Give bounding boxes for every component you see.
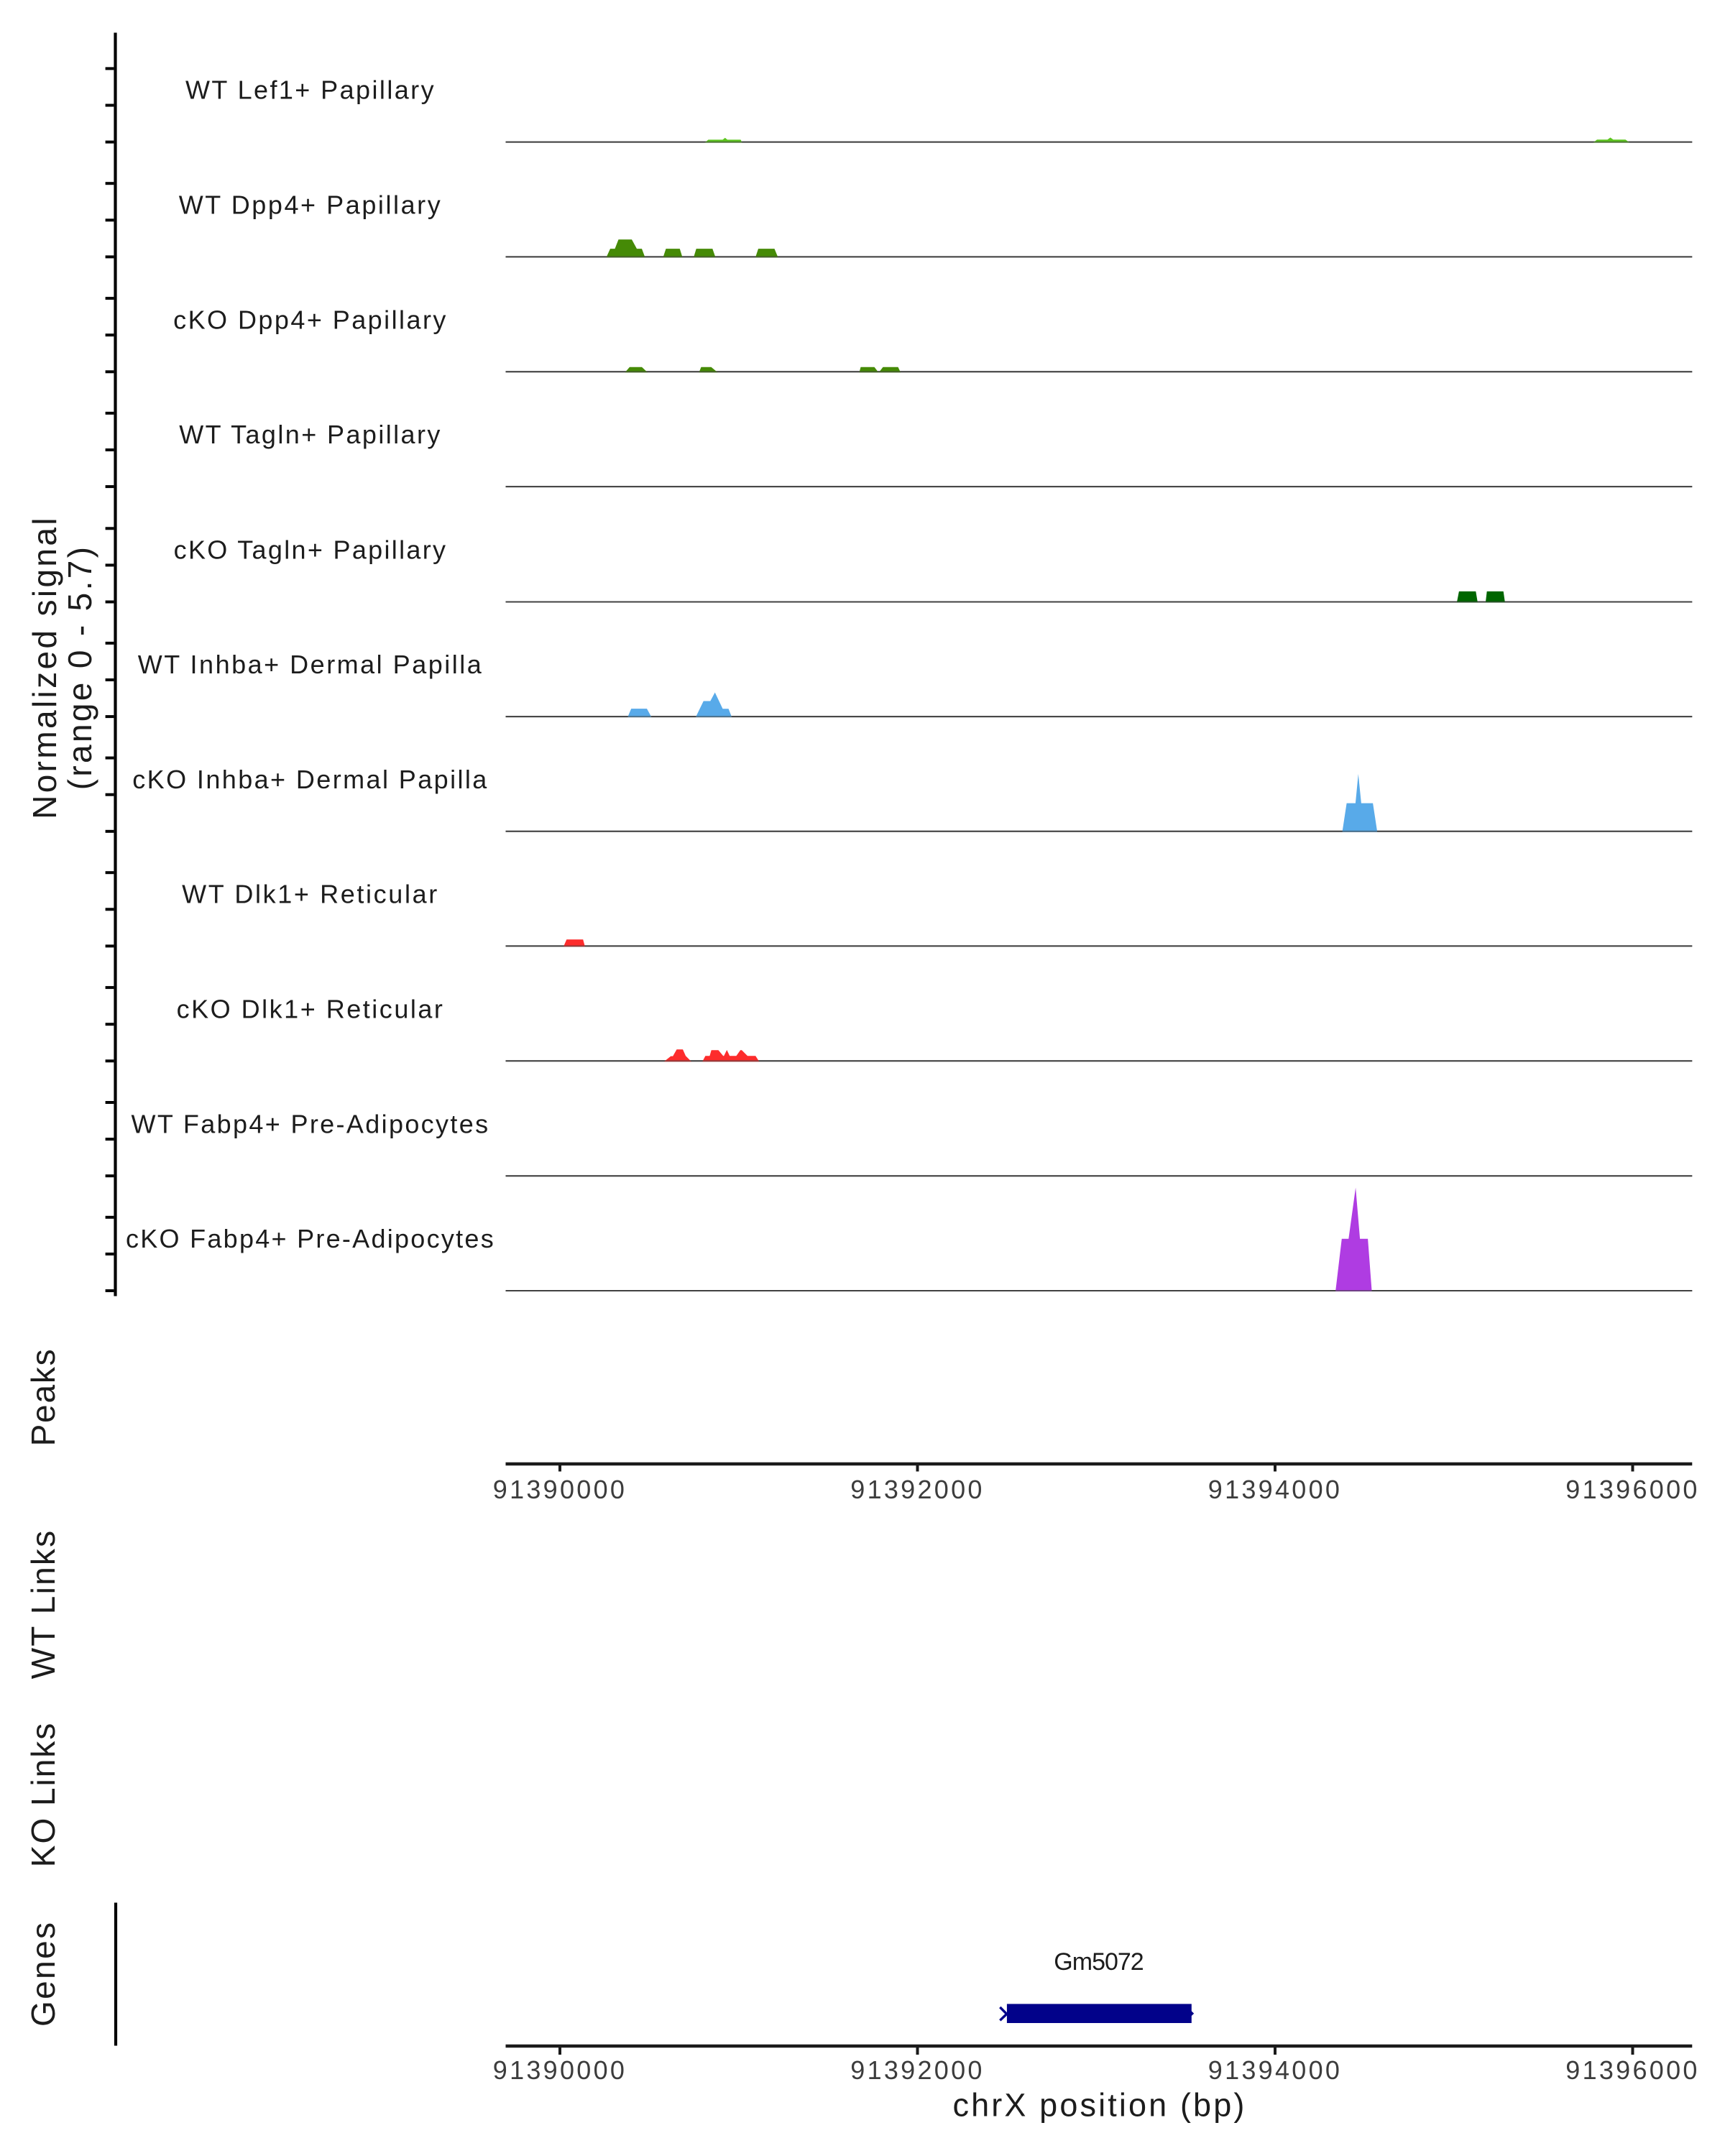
svg-text:91396000: 91396000 — [1565, 1475, 1699, 1504]
svg-text:WT Tagln+ Papillary: WT Tagln+ Papillary — [179, 420, 442, 449]
svg-text:WT Inhba+ Dermal Papilla: WT Inhba+ Dermal Papilla — [138, 650, 484, 679]
svg-text:91392000: 91392000 — [850, 2055, 984, 2085]
svg-text:(range 0 - 5.7): (range 0 - 5.7) — [61, 545, 98, 791]
svg-text:cKO Fabp4+ Pre-Adipocytes: cKO Fabp4+ Pre-Adipocytes — [126, 1224, 495, 1253]
svg-text:Normalized signal: Normalized signal — [26, 515, 63, 819]
svg-text:KO Links: KO Links — [24, 1722, 62, 1867]
svg-text:91392000: 91392000 — [850, 1475, 984, 1504]
svg-text:91394000: 91394000 — [1208, 1475, 1342, 1504]
svg-text:91390000: 91390000 — [493, 2055, 627, 2085]
svg-text:Gm5072: Gm5072 — [1054, 1948, 1143, 1976]
svg-text:Peaks: Peaks — [24, 1348, 62, 1447]
svg-text:cKO Tagln+ Papillary: cKO Tagln+ Papillary — [174, 535, 448, 565]
svg-text:91390000: 91390000 — [493, 1475, 627, 1504]
svg-text:cKO Inhba+ Dermal Papilla: cKO Inhba+ Dermal Papilla — [132, 765, 488, 794]
svg-text:91394000: 91394000 — [1208, 2055, 1342, 2085]
svg-text:WT Dlk1+ Reticular: WT Dlk1+ Reticular — [182, 880, 439, 909]
svg-text:WT Dpp4+ Papillary: WT Dpp4+ Papillary — [179, 190, 443, 220]
svg-text:WT Fabp4+ Pre-Adipocytes: WT Fabp4+ Pre-Adipocytes — [132, 1109, 490, 1138]
svg-text:cKO Dpp4+ Papillary: cKO Dpp4+ Papillary — [173, 305, 448, 334]
svg-text:WT Lef1+ Papillary: WT Lef1+ Papillary — [185, 75, 436, 105]
svg-text:91396000: 91396000 — [1565, 2055, 1699, 2085]
svg-text:Genes: Genes — [24, 1921, 62, 2027]
svg-text:WT Links: WT Links — [24, 1529, 62, 1680]
svg-text:chrX position (bp): chrX position (bp) — [952, 2087, 1246, 2124]
svg-text:cKO Dlk1+ Reticular: cKO Dlk1+ Reticular — [177, 994, 445, 1023]
